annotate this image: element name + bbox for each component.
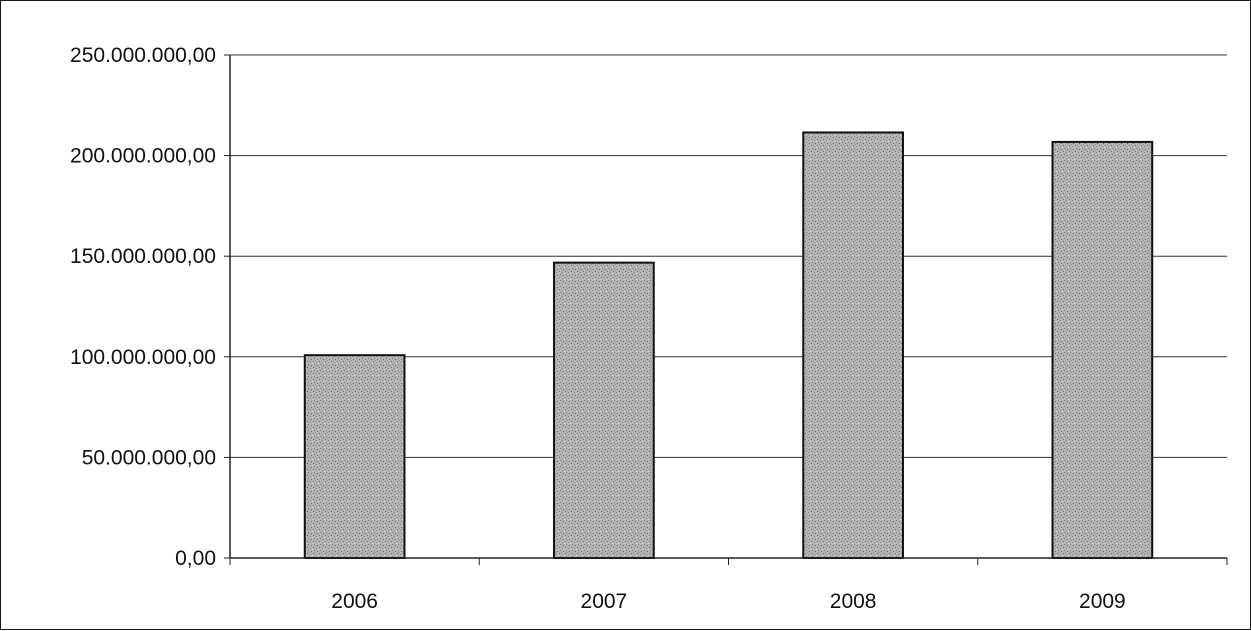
x-tick-label: 2006 (331, 590, 378, 613)
bar (1051, 140, 1154, 559)
x-tick-label: 2007 (581, 590, 628, 613)
y-tick-label: 100.000.000,00 (70, 346, 216, 369)
y-tick-label: 200.000.000,00 (70, 145, 216, 168)
bar (553, 261, 655, 559)
bar (802, 131, 904, 559)
y-tick-label: 150.000.000,00 (70, 245, 216, 268)
x-tick-label: 2009 (1079, 590, 1126, 613)
y-tick-label: 250.000.000,00 (70, 44, 216, 67)
y-tick-label: 0,00 (175, 547, 216, 570)
x-tick-label: 2008 (830, 590, 877, 613)
y-tick-label: 50.000.000,00 (82, 446, 216, 469)
bar (303, 354, 406, 559)
